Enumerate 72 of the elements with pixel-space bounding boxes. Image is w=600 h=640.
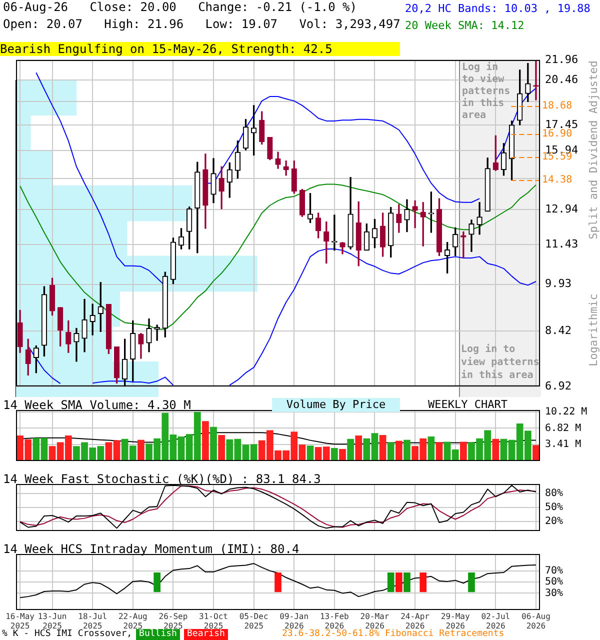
ref-line-label: 15.59 [542,151,572,162]
bar [428,436,435,461]
bar [492,438,500,461]
bar [331,448,338,461]
y-tick-label: 6.92 [545,379,572,392]
y-tick-label: 30% [545,588,564,599]
x-tick-label: 16-May 2025 [6,612,35,630]
annotation: Log in to view patterns in this area [462,62,512,122]
legend-title: % K - HCS IMI Crossover, [2,629,132,640]
y-tick-label: 6.82 M [545,422,582,434]
bar [379,435,386,461]
y-tick-label: 8.42 [545,324,572,337]
x-tick-label: 05-Dec 2025 [239,612,268,630]
y-tick-label: 80% [545,488,564,499]
bar [202,421,209,461]
candlestick [283,160,289,176]
bar [210,426,217,461]
chart-subtitle: Open: 20.07 High: 21.96 Low: 19.07 Vol: 3,293,497 [3,17,400,31]
ref-line-label: 18.68 [542,100,572,112]
x-tick-label: 29-May 2026 [440,612,470,630]
text: Bearish Engulfing on 15-May-26, Strength: 42.5 [0,42,400,56]
ref-line-label: 14.38 [542,174,572,186]
x-tick-label: 13-Feb 2026 [320,612,350,630]
x-tick-label: 09-Jan 2026 [280,612,309,630]
bar [532,445,540,461]
annotation: Volume By Price [272,398,400,412]
text: Split and Dividend Adjusted [587,60,600,240]
x-tick-label: 06-Aug 2026 [522,612,551,630]
candlestick [533,60,539,100]
chart-title: 14 Week HCS Intraday Momentum (IMI): 80.4 [3,542,300,556]
text: 23.6-38.2-50-61.8% Fibonacci Retracements [282,629,504,640]
y-tick-label: 50% [545,502,564,514]
bar [387,442,394,461]
x-tick-label: 22-Aug 2025 [118,612,148,630]
y-tick-label: 50% [545,576,564,588]
y-tick-label: 20% [545,516,564,528]
text: 20 Week SMA: 14.12 [405,18,526,34]
text: Logarithmic [587,294,600,366]
annotation: WEEKLY CHART [428,398,508,412]
bar [404,440,410,461]
x-tick-label: 13-Jun 2025 [38,612,67,630]
y-tick-label: 20.46 [545,72,578,86]
x-tick-label: 24-Apr 2026 [400,612,430,630]
bar [460,442,467,461]
y-tick-label: 21.96 [545,52,578,66]
text: Bullish [136,629,180,640]
y-tick-label: 10.22 M [545,406,588,418]
bar [138,440,144,461]
x-tick-label: 26-Sep 2025 [158,612,188,630]
y-tick-label: 70% [545,565,564,576]
x-tick-label: 20-Mar 2026 [360,612,390,630]
x-tick-label: 18-Jul 2025 [78,612,108,630]
chart-title: 06-Aug-26 Close: 20.00 Change: -0.21 (-1.0 %) [3,0,358,14]
bar [339,448,346,461]
text: 20,2 HC Bands: 10.03 , 19.88 [405,1,590,17]
chart-title: 14 Week SMA Volume: 4.30 M [3,398,191,412]
candlestick [412,200,418,228]
x-tick-label: 31-Oct 2025 [199,612,228,630]
chart-title: 14 Week Fast Stochastic (%K)(%D) : 83.1 84.3 [3,472,321,486]
y-tick-label: 9.93 [545,277,572,290]
y-tick-label: 12.94 [545,202,578,216]
bar [436,442,443,461]
text: Bearish [184,629,228,640]
y-tick-label: 11.43 [545,237,578,250]
ref-line-label: 16.90 [542,128,572,140]
bar [347,438,354,461]
x-tick-label: 02-Jul 2026 [481,612,510,630]
annotation: Log in to view patterns in this area [461,343,540,382]
y-tick-label: 3.41 M [545,439,582,450]
bar [218,435,225,461]
bar [355,436,362,461]
bar [395,440,402,461]
